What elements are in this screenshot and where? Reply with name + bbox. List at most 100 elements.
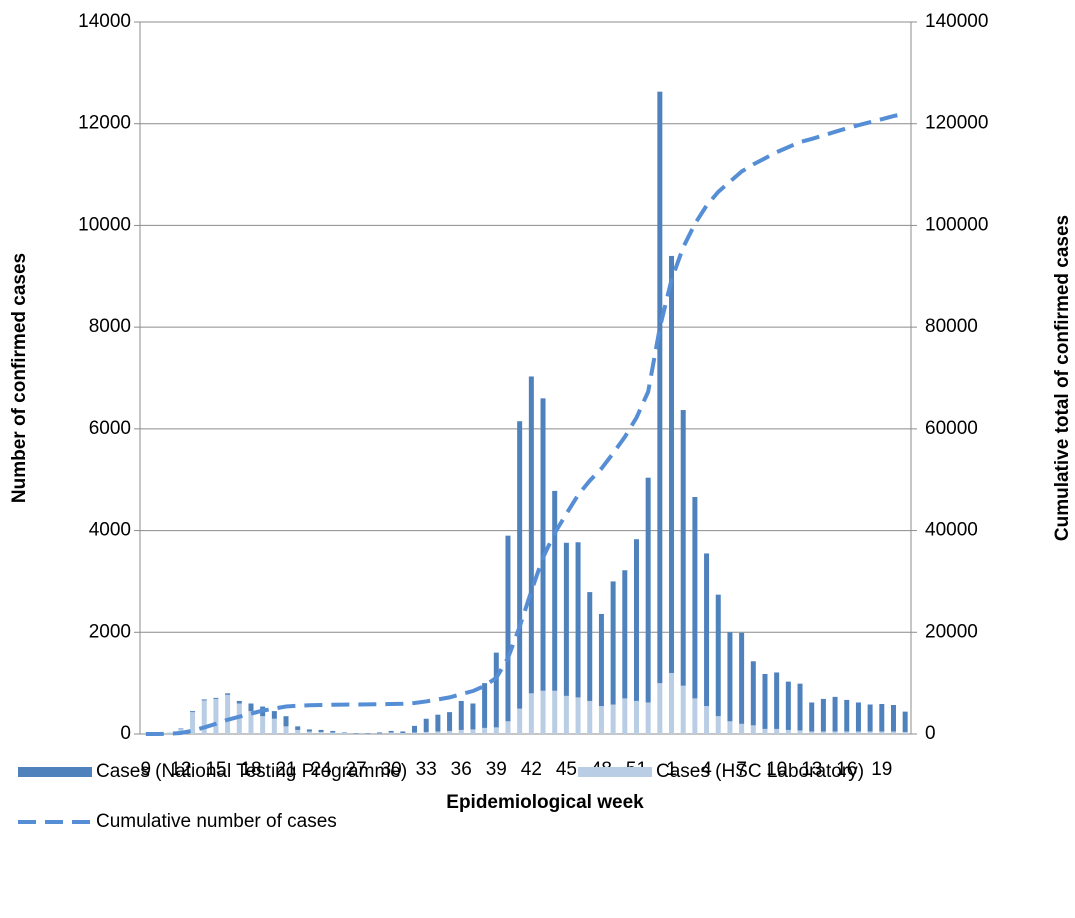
bar (704, 706, 710, 734)
bar (902, 711, 908, 732)
bar (844, 731, 850, 734)
bar (248, 703, 254, 712)
bar (470, 729, 476, 734)
bar (610, 704, 616, 734)
x-tick-label: 24 (310, 759, 332, 780)
x-tick-label: 1 (666, 759, 677, 780)
bar (400, 731, 406, 733)
bar (727, 721, 733, 734)
bar (890, 705, 896, 732)
bar (505, 535, 511, 722)
bar (517, 708, 523, 734)
bar (598, 613, 604, 707)
bar (412, 725, 418, 733)
bar (809, 702, 815, 732)
y2-tick-label: 0 (925, 723, 936, 744)
x-tick-label: 27 (346, 759, 367, 780)
bar (739, 723, 745, 734)
bar (704, 553, 710, 707)
x-tick-label: 36 (451, 759, 472, 780)
bar (633, 700, 639, 734)
y-tick-label: 14000 (78, 11, 131, 32)
bar (400, 732, 406, 734)
bar (248, 711, 254, 734)
bar (809, 731, 815, 734)
legend-swatch (18, 767, 92, 777)
bar (902, 731, 908, 734)
bar (493, 727, 499, 734)
y-tick-label: 6000 (89, 418, 131, 439)
bar (447, 730, 453, 734)
bar (879, 703, 885, 732)
bar (785, 681, 791, 730)
x-tick-label: 12 (170, 759, 191, 780)
bar (447, 712, 453, 731)
bar (306, 731, 312, 734)
bar (563, 542, 569, 696)
bar (458, 700, 464, 730)
x-tick-label: 19 (871, 759, 892, 780)
bar (552, 490, 558, 691)
x-tick-label: 21 (275, 759, 296, 780)
bar (669, 255, 675, 673)
bar (213, 698, 219, 734)
x-tick-label: 4 (701, 759, 712, 780)
bar (715, 716, 721, 734)
x-tick-label: 7 (736, 759, 747, 780)
bar (341, 732, 347, 733)
bar (657, 91, 663, 684)
bar (622, 570, 628, 699)
bar (890, 731, 896, 734)
bar (797, 683, 803, 731)
bar (517, 421, 523, 709)
bar (190, 711, 196, 713)
y2-axis-title: Cumulative total of confirmed cases (1052, 215, 1073, 541)
y2-tick-label: 120000 (925, 113, 988, 134)
x-tick-label: 42 (521, 759, 542, 780)
bar (435, 731, 441, 734)
bar (201, 700, 207, 734)
bar (645, 702, 651, 734)
y-tick-label: 0 (120, 723, 131, 744)
x-tick-label: 18 (240, 759, 261, 780)
bar (201, 699, 207, 701)
y-tick-label: 4000 (89, 520, 131, 541)
bar (423, 718, 429, 732)
legend-label: Cases (National Testing Programme) (96, 761, 407, 782)
bar (692, 497, 698, 699)
x-tick-label: 45 (556, 759, 577, 780)
bar (365, 733, 371, 734)
x-tick-label: 10 (766, 759, 787, 780)
y-tick-label: 2000 (89, 621, 131, 642)
bar (295, 726, 301, 730)
x-tick-label: 16 (836, 759, 857, 780)
bar (680, 685, 686, 734)
bar (879, 731, 885, 734)
bar (388, 730, 394, 733)
bar (750, 661, 756, 726)
bar (762, 673, 768, 729)
x-tick-label: 15 (205, 759, 226, 780)
bar (750, 725, 756, 734)
bar (867, 731, 873, 734)
bar (482, 683, 488, 728)
x-tick-label: 30 (381, 759, 402, 780)
bar (236, 700, 242, 704)
y-tick-label: 12000 (78, 113, 131, 134)
bar (832, 696, 838, 732)
bar (353, 732, 359, 734)
bar (575, 542, 581, 698)
bar (587, 592, 593, 701)
bar (855, 731, 861, 734)
bar (797, 730, 803, 734)
bar (341, 732, 347, 734)
bar (318, 729, 324, 732)
bar (330, 730, 336, 733)
bar (318, 731, 324, 734)
x-tick-label: 33 (416, 759, 437, 780)
bar (774, 728, 780, 734)
bar (785, 729, 791, 734)
bar (540, 690, 546, 734)
bar (633, 539, 639, 701)
bar (645, 477, 651, 703)
